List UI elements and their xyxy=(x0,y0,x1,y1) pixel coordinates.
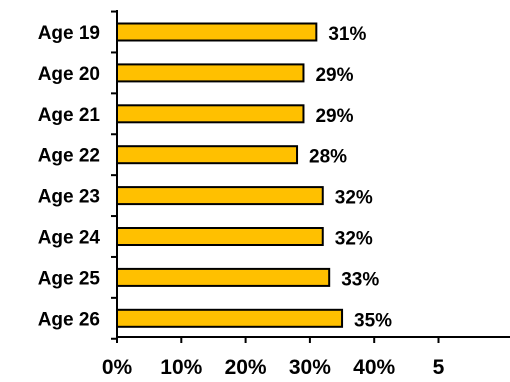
data-label: 33% xyxy=(341,269,379,290)
x-tick-label: 20% xyxy=(225,356,267,377)
x-tick-label: 0% xyxy=(102,356,133,377)
category-label: Age 25 xyxy=(38,268,101,289)
category-label: Age 24 xyxy=(38,228,101,249)
data-label: 32% xyxy=(335,229,373,250)
data-label: 31% xyxy=(328,24,366,45)
data-label: 28% xyxy=(309,147,347,168)
bar xyxy=(116,104,305,124)
bar xyxy=(116,145,299,165)
category-label: Age 23 xyxy=(38,187,100,208)
bar xyxy=(116,63,305,83)
data-label: 29% xyxy=(315,65,353,86)
category-label: Age 20 xyxy=(38,64,100,85)
bar xyxy=(116,22,318,42)
x-tick-label: 40% xyxy=(353,356,395,377)
bar xyxy=(116,267,331,287)
x-tick-label: 5 xyxy=(433,356,445,377)
category-label: Age 26 xyxy=(38,309,100,330)
data-label: 29% xyxy=(315,106,353,127)
category-label: Age 21 xyxy=(38,105,101,126)
bar xyxy=(116,227,324,246)
x-tick-label: 30% xyxy=(289,356,331,377)
x-tick-label: 10% xyxy=(160,356,202,377)
bar xyxy=(116,308,344,328)
category-label: Age 19 xyxy=(38,23,100,44)
category-label: Age 22 xyxy=(38,146,100,167)
data-label: 35% xyxy=(354,310,392,331)
bar xyxy=(116,186,324,206)
data-label: 32% xyxy=(335,188,373,209)
